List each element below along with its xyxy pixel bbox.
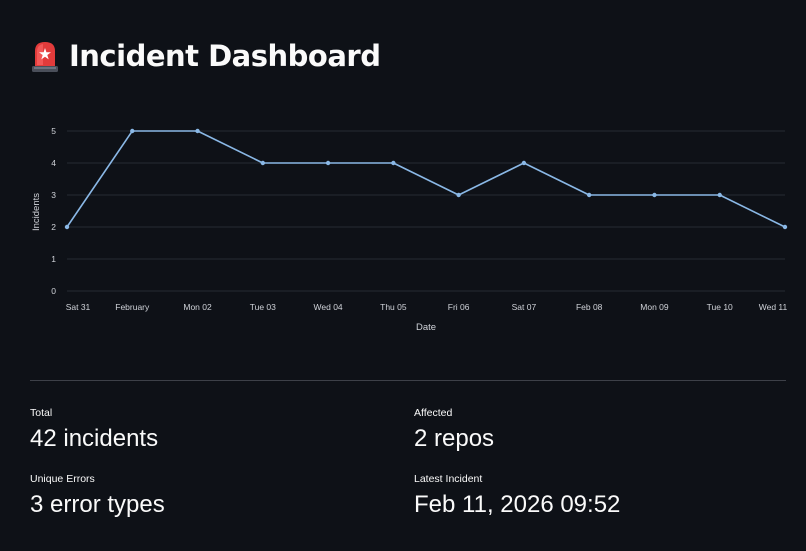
- metric-latest-incident-label: Latest Incident: [414, 473, 483, 485]
- data-point[interactable]: [717, 192, 722, 198]
- siren-icon: [30, 39, 60, 73]
- y-tick-label: 3: [51, 190, 56, 200]
- metric-total-label: Total: [30, 407, 53, 419]
- metric-latest-incident-value: Feb 11, 2026 09:52: [414, 491, 621, 518]
- x-tick-label: Wed 11: [759, 302, 788, 312]
- metric-affected: Affected 2 repos: [414, 407, 494, 453]
- y-tick-label: 0: [51, 286, 56, 296]
- data-point[interactable]: [260, 160, 266, 166]
- y-tick-label: 1: [51, 254, 56, 264]
- y-axis-ticks: 0 1 2 3 4 5: [51, 126, 56, 296]
- y-tick-label: 4: [51, 158, 56, 168]
- section-divider: [30, 380, 786, 381]
- x-tick-label: Wed 04: [314, 302, 343, 312]
- data-point[interactable]: [325, 160, 331, 166]
- x-tick-label: Mon 02: [183, 302, 212, 312]
- x-tick-label: Fri 06: [448, 302, 470, 312]
- x-tick-label: February: [115, 302, 150, 312]
- x-tick-label: Tue 10: [707, 302, 733, 312]
- data-point[interactable]: [652, 192, 657, 198]
- x-tick-label: Feb 08: [576, 302, 603, 312]
- chart-gridlines: [67, 130, 785, 292]
- data-point[interactable]: [521, 160, 527, 166]
- x-tick-label: Thu 05: [380, 302, 407, 312]
- y-axis-label: Incidents: [31, 193, 42, 231]
- metric-unique-errors-value: 3 error types: [30, 491, 165, 518]
- data-point[interactable]: [130, 128, 135, 134]
- x-tick-label: Sat 31: [66, 302, 91, 312]
- metric-unique-errors: Unique Errors 3 error types: [30, 473, 165, 519]
- page-title: Incident Dashboard: [69, 39, 381, 73]
- metric-affected-value: 2 repos: [414, 425, 495, 452]
- y-tick-label: 2: [51, 222, 56, 232]
- incidents-line-chart: 0 1 2 3 4 5 Sat 31 February Mon 02 Tue 03 Wed 04 T…: [31, 126, 788, 333]
- x-axis-ticks: Sat 31 February Mon 02 Tue 03 Wed 04 Thu 05 Fr…: [66, 302, 788, 312]
- data-point[interactable]: [391, 160, 396, 166]
- data-point[interactable]: [195, 128, 200, 134]
- metric-affected-label: Affected: [414, 407, 453, 419]
- series-line: [66, 130, 786, 228]
- data-point[interactable]: [64, 224, 70, 230]
- metric-unique-errors-label: Unique Errors: [30, 473, 95, 485]
- data-point[interactable]: [586, 192, 592, 198]
- data-point[interactable]: [456, 192, 461, 198]
- metric-total-value: 42 incidents: [30, 425, 159, 452]
- chart-series: [64, 128, 788, 230]
- page-header: Incident Dashboard: [30, 34, 381, 78]
- data-point[interactable]: [782, 224, 788, 230]
- metric-latest-incident: Latest Incident Feb 11, 2026 09:52: [414, 473, 620, 519]
- x-axis-label: Date: [416, 322, 436, 333]
- metric-total: Total 42 incidents: [30, 407, 158, 453]
- x-tick-label: Mon 09: [640, 302, 669, 312]
- x-tick-label: Tue 03: [250, 302, 276, 312]
- y-tick-label: 5: [51, 126, 56, 136]
- x-tick-label: Sat 07: [512, 302, 537, 312]
